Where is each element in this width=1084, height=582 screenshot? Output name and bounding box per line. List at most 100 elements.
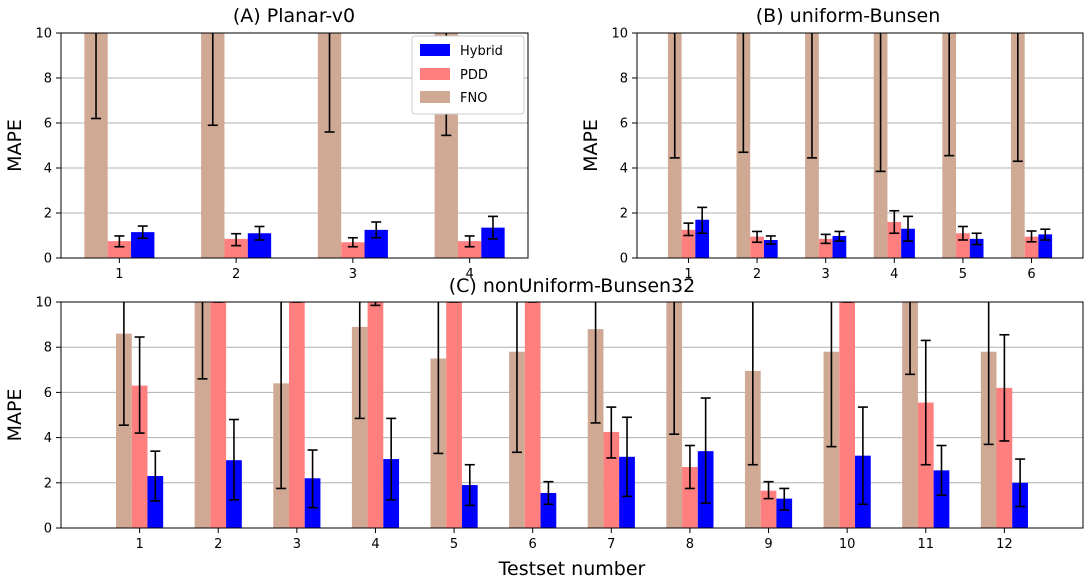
y-tick-label: 10 [35, 296, 52, 311]
bar-pdd-4 [367, 302, 384, 528]
x-tick-label: 3 [822, 267, 830, 282]
bars [116, 302, 1028, 528]
x-tick-label: 1 [135, 537, 143, 552]
x-tick-label: 1 [684, 267, 692, 282]
bar-fno-11 [902, 302, 918, 528]
y-axis-label: MAPE [4, 389, 26, 442]
x-tick-label: 6 [1027, 267, 1035, 282]
y-tick-label: 4 [620, 162, 628, 177]
bar-fno-1 [116, 333, 132, 528]
bar-hybrid-2 [247, 233, 272, 258]
panel-title: (C) nonUniform-Bunsen32 [449, 275, 695, 297]
x-tick-label: 4 [890, 267, 898, 282]
legend-label-hybrid: Hybrid [460, 44, 503, 59]
y-tick-label: 0 [44, 252, 52, 267]
bar-pdd-8 [682, 466, 698, 528]
x-tick-label: 4 [371, 537, 379, 552]
bar-hybrid-1 [131, 232, 155, 258]
y-tick-label: 10 [35, 27, 52, 42]
panel-title: (B) uniform-Bunsen [756, 5, 941, 27]
y-tick-label: 4 [44, 431, 52, 446]
bar-fno-4 [351, 326, 368, 528]
bar-pdd-3 [288, 302, 305, 528]
y-tick-label: 0 [44, 522, 52, 537]
bar-hybrid-1 [695, 219, 710, 258]
bar-fno-2 [201, 33, 225, 258]
bar-pdd-2 [224, 238, 248, 258]
legend: Hybrid PDD FNO [411, 35, 525, 115]
x-tick-label: 3 [349, 267, 357, 282]
x-tick-label: 5 [450, 537, 458, 552]
bar-pdd-2 [210, 302, 227, 528]
y-tick-label: 6 [44, 117, 52, 132]
y-tick-label: 2 [620, 207, 628, 222]
panel-title: (A) Planar-v0 [233, 5, 355, 27]
bar-pdd-4 [457, 241, 482, 258]
legend-swatch-fno [420, 91, 450, 103]
bar-hybrid-6 [540, 492, 557, 528]
bar-hybrid-9 [776, 498, 793, 528]
x-tick-label: 9 [764, 537, 772, 552]
plot-frame [636, 32, 1084, 259]
bars [667, 33, 1053, 258]
y-tick-label: 6 [620, 117, 628, 132]
y-tick-label: 2 [44, 476, 52, 491]
bar-pdd-1 [681, 229, 696, 258]
bar-pdd-1 [107, 241, 132, 258]
x-tick-label: 1 [115, 267, 123, 282]
y-axis-label: MAPE [580, 119, 602, 172]
bar-pdd-6 [524, 302, 541, 528]
y-tick-label: 10 [611, 27, 628, 42]
y-tick-label: 8 [44, 341, 52, 356]
bar-pdd-3 [341, 242, 365, 258]
bar-hybrid-4 [481, 227, 505, 258]
x-tick-label: 3 [293, 537, 301, 552]
bar-hybrid-3 [364, 229, 388, 258]
bar-hybrid-11 [933, 470, 950, 528]
bar-hybrid-1 [147, 476, 164, 528]
y-tick-label: 8 [620, 72, 628, 87]
bar-pdd-10 [839, 302, 856, 528]
x-tick-label: 12 [996, 537, 1013, 552]
bar-pdd-7 [603, 431, 620, 528]
bars [84, 33, 505, 258]
x-tick-label: 6 [529, 537, 537, 552]
bar-pdd-9 [760, 490, 777, 528]
y-tick-label: 8 [44, 72, 52, 87]
x-tick-label: 2 [753, 267, 761, 282]
x-tick-label: 2 [232, 267, 240, 282]
x-tick-label: 2 [214, 537, 222, 552]
legend-label-pdd: PDD [460, 68, 488, 83]
bar-hybrid-5 [461, 485, 478, 528]
x-tick-label: 4 [465, 267, 473, 282]
x-axis-label: Testset number [498, 558, 646, 580]
y-axis-label: MAPE [4, 119, 26, 172]
bar-fno-7 [587, 329, 604, 528]
bar-fno-2 [194, 302, 211, 528]
x-tick-label: 8 [686, 537, 694, 552]
legend-swatch-pdd [420, 68, 450, 80]
legend-swatch-hybrid [420, 44, 450, 56]
plot-frame [60, 32, 529, 259]
bar-pdd-4 [887, 222, 902, 258]
y-tick-label: 4 [44, 162, 52, 177]
legend-label-fno: FNO [460, 91, 487, 106]
bar-fno-1 [84, 33, 108, 258]
x-tick-label: 11 [917, 537, 934, 552]
bar-fno-3 [317, 33, 342, 258]
y-tick-label: 6 [44, 386, 52, 401]
plot-frame [60, 301, 1084, 529]
y-tick-label: 2 [44, 207, 52, 222]
bar-pdd-1 [131, 385, 148, 528]
bar-hybrid-4 [901, 228, 915, 258]
x-tick-label: 5 [959, 267, 967, 282]
bar-pdd-5 [446, 302, 462, 528]
y-tick-label: 0 [620, 252, 628, 267]
x-tick-label: 10 [839, 537, 856, 552]
bar-pdd-12 [996, 387, 1013, 528]
x-tick-label: 7 [607, 537, 615, 552]
